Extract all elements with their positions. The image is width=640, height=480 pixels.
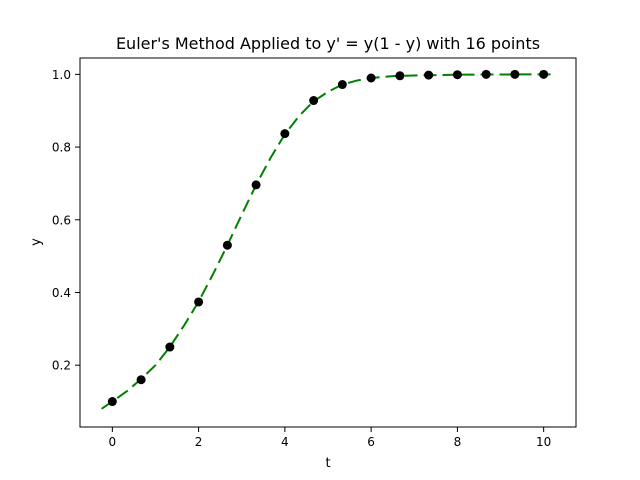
data-point (481, 69, 491, 79)
data-point (222, 240, 232, 250)
data-point (194, 297, 204, 307)
y-tick-label: 0.4 (52, 286, 71, 300)
x-tick-label: 8 (454, 435, 462, 449)
y-tick-label: 1.0 (52, 68, 71, 82)
data-point (424, 70, 434, 80)
data-point (165, 342, 175, 352)
data-point (309, 96, 319, 106)
x-axis: 0 2 4 6 8 10 (109, 427, 551, 449)
series-line (101, 73, 555, 410)
data-point (539, 69, 549, 79)
y-tick-label: 0.2 (52, 359, 71, 373)
data-point (452, 70, 462, 80)
plot-frame (79, 57, 577, 428)
data-point (395, 71, 405, 81)
x-tick-label: 6 (367, 435, 375, 449)
data-point (251, 180, 261, 190)
x-tick-label: 4 (281, 435, 289, 449)
data-point (280, 129, 290, 139)
plot-area (101, 69, 555, 410)
data-point (366, 73, 376, 83)
data-point (510, 69, 520, 79)
y-tick-label: 0.8 (52, 141, 71, 155)
y-axis: 0.2 0.4 0.6 0.8 1.0 (52, 68, 80, 373)
data-point (136, 375, 146, 385)
y-axis-label: y (29, 238, 44, 246)
data-point (337, 80, 347, 90)
x-tick-label: 0 (109, 435, 117, 449)
x-axis-label: t (325, 456, 330, 471)
y-tick-label: 0.6 (52, 213, 71, 227)
data-point (107, 397, 117, 407)
chart-title: Euler's Method Applied to y' = y(1 - y) … (116, 34, 540, 53)
x-tick-label: 2 (195, 435, 203, 449)
x-tick-label: 10 (536, 435, 551, 449)
